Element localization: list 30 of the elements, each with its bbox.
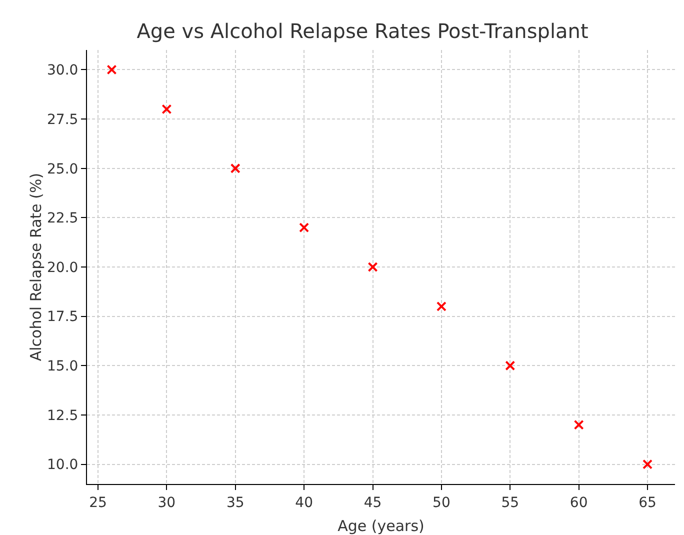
y-tick-label: 15.0 <box>47 358 78 375</box>
x-tick-label: 65 <box>638 494 656 511</box>
point <box>299 222 310 233</box>
point <box>230 163 240 174</box>
x-axis-title: Age (years) <box>338 517 424 535</box>
y-tick-label: 12.5 <box>47 408 78 424</box>
x-tick-label: 45 <box>364 494 382 511</box>
y-tick-label: 10.0 <box>47 457 78 474</box>
x-tick-label: 30 <box>158 494 176 511</box>
x-tick-label: 40 <box>295 494 313 511</box>
x-tick-label: 60 <box>570 494 588 511</box>
x-tick-label: 35 <box>226 494 244 511</box>
point <box>574 420 584 430</box>
y-tick-label: 27.5 <box>47 112 78 128</box>
y-tick-label: 30.0 <box>47 62 78 79</box>
point <box>106 64 117 75</box>
point <box>368 262 378 272</box>
point <box>642 459 653 470</box>
y-tick-label: 20.0 <box>47 260 78 276</box>
point <box>436 301 446 312</box>
point <box>162 104 172 114</box>
y-tick-label: 17.5 <box>47 309 78 326</box>
x-tick-label: 50 <box>432 494 450 511</box>
x-tick-label: 25 <box>89 494 107 511</box>
chart-title: Age vs Alcohol Relapse Rates Post-Transplant <box>136 19 588 44</box>
x-tick-label: 55 <box>501 494 520 511</box>
y-tick-label: 22.5 <box>47 210 78 227</box>
y-axis-title: Alcohol Relapse Rate (%) <box>27 172 46 362</box>
point <box>505 360 516 371</box>
y-tick-label: 25.0 <box>47 161 78 178</box>
